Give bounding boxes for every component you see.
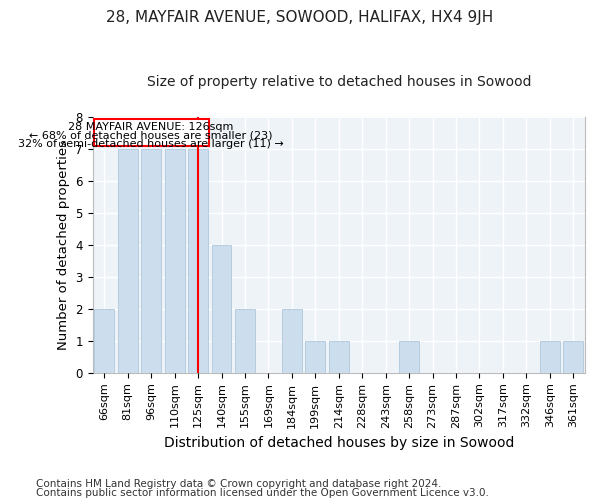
Bar bbox=[540, 341, 560, 373]
Y-axis label: Number of detached properties: Number of detached properties bbox=[57, 140, 70, 350]
Bar bbox=[118, 148, 137, 373]
Text: Contains public sector information licensed under the Open Government Licence v3: Contains public sector information licen… bbox=[36, 488, 489, 498]
Bar bbox=[212, 244, 232, 373]
Bar bbox=[282, 309, 302, 373]
X-axis label: Distribution of detached houses by size in Sowood: Distribution of detached houses by size … bbox=[164, 436, 514, 450]
Bar bbox=[329, 341, 349, 373]
Text: 28, MAYFAIR AVENUE, SOWOOD, HALIFAX, HX4 9JH: 28, MAYFAIR AVENUE, SOWOOD, HALIFAX, HX4… bbox=[106, 10, 494, 25]
Title: Size of property relative to detached houses in Sowood: Size of property relative to detached ho… bbox=[146, 75, 531, 89]
Bar bbox=[94, 309, 114, 373]
Text: ← 68% of detached houses are smaller (23): ← 68% of detached houses are smaller (23… bbox=[29, 130, 273, 140]
Bar bbox=[563, 341, 583, 373]
Bar bbox=[305, 341, 325, 373]
Bar bbox=[235, 309, 255, 373]
Bar bbox=[399, 341, 419, 373]
Bar bbox=[164, 148, 185, 373]
Bar bbox=[188, 148, 208, 373]
Text: 28 MAYFAIR AVENUE: 126sqm: 28 MAYFAIR AVENUE: 126sqm bbox=[68, 122, 234, 132]
Text: Contains HM Land Registry data © Crown copyright and database right 2024.: Contains HM Land Registry data © Crown c… bbox=[36, 479, 442, 489]
FancyBboxPatch shape bbox=[94, 119, 209, 146]
Bar bbox=[141, 148, 161, 373]
Text: 32% of semi-detached houses are larger (11) →: 32% of semi-detached houses are larger (… bbox=[18, 139, 284, 149]
